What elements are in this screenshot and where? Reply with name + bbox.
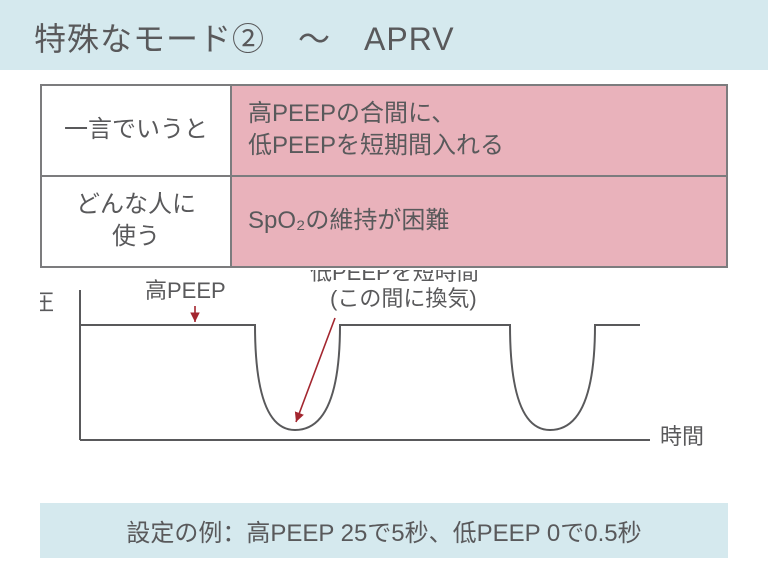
footer-text: 設定の例：高PEEP 25で5秒、低PEEP 0で0.5秒 xyxy=(126,520,641,547)
info-table-wrap: 一言でいうと 高PEEPの合間に、低PEEPを短期間入れる どんな人に使う Sp… xyxy=(40,84,728,268)
slide: 特殊なモード② 〜 APRV 一言でいうと 高PEEPの合間に、低PEEPを短期… xyxy=(0,0,768,576)
title-bar: 特殊なモード② 〜 APRV xyxy=(0,0,768,70)
row2-value: SpO₂の維持が困難 xyxy=(231,176,727,267)
row2-label: どんな人に使う xyxy=(41,176,231,267)
pressure-chart: 圧時間 高PEEP 低PEEPを短時間(この間に換気) xyxy=(40,270,728,480)
row1-label: 一言でいうと xyxy=(41,85,231,176)
svg-text:高PEEP: 高PEEP xyxy=(145,278,226,303)
row1-value: 高PEEPの合間に、低PEEPを短期間入れる xyxy=(231,85,727,176)
svg-text:低PEEPを短時間: 低PEEPを短時間 xyxy=(310,270,479,285)
footer-strip: 設定の例：高PEEP 25で5秒、低PEEP 0で0.5秒 xyxy=(40,503,728,558)
table-row: どんな人に使う SpO₂の維持が困難 xyxy=(41,176,727,267)
svg-text:時間: 時間 xyxy=(660,424,704,449)
svg-text:圧: 圧 xyxy=(40,290,54,315)
svg-text:(この間に換気): (この間に換気) xyxy=(330,286,477,311)
page-title: 特殊なモード② 〜 APRV xyxy=(34,14,734,60)
table-row: 一言でいうと 高PEEPの合間に、低PEEPを短期間入れる xyxy=(41,85,727,176)
pressure-chart-svg: 圧時間 高PEEP 低PEEPを短時間(この間に換気) xyxy=(40,270,728,480)
info-table: 一言でいうと 高PEEPの合間に、低PEEPを短期間入れる どんな人に使う Sp… xyxy=(40,84,728,268)
